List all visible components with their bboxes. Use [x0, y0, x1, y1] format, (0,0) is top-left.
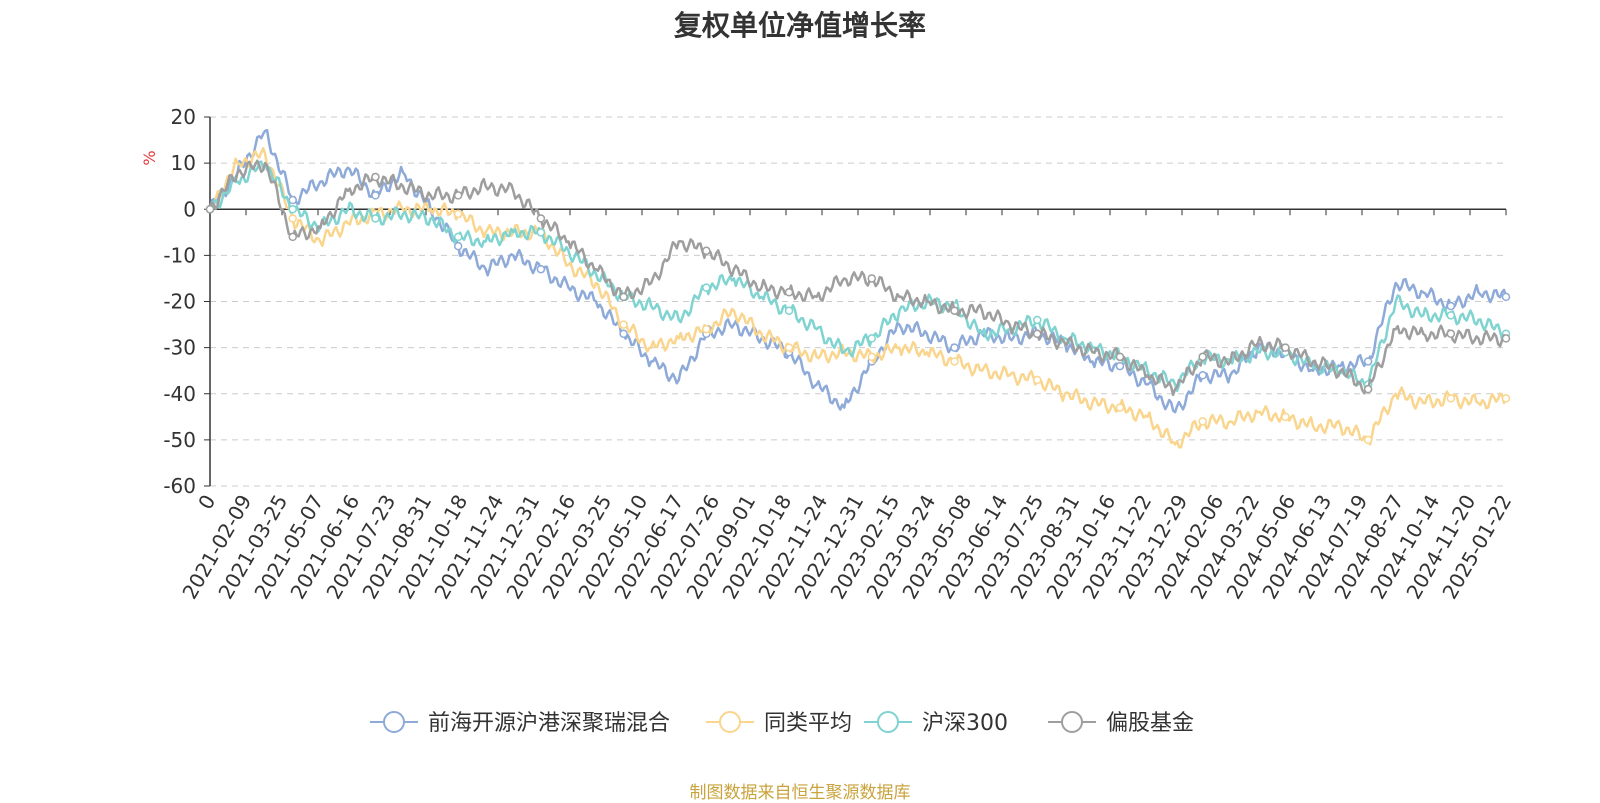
series-point	[1032, 315, 1042, 325]
series-point	[784, 306, 794, 315]
series-line-3	[208, 159, 1508, 397]
series-point	[702, 324, 711, 334]
series-point	[1032, 375, 1042, 385]
y-tick-label: -30	[163, 336, 196, 360]
y-tick-label: -50	[163, 428, 196, 452]
series-point	[453, 241, 463, 251]
series-point	[536, 264, 546, 274]
source-note: 制图数据来自恒生聚源数据库	[689, 783, 911, 803]
series-point	[1501, 394, 1511, 403]
series-point	[1363, 357, 1373, 366]
series-point	[1446, 301, 1456, 311]
legend-label[interactable]: 前海开源沪港深聚瑞混合	[428, 711, 670, 736]
y-tick-label: -20	[163, 290, 196, 314]
series-point	[1501, 334, 1511, 343]
series-point	[453, 232, 463, 242]
legend-label[interactable]: 沪深300	[922, 711, 1008, 736]
legend: 前海开源沪港深聚瑞混合 同类平均 沪深300 偏股基金	[370, 711, 1194, 736]
series-point	[950, 357, 959, 366]
series-point	[1281, 412, 1290, 422]
y-tick-label: 0	[183, 197, 196, 221]
legend-marker	[1061, 711, 1083, 733]
series-point	[619, 329, 628, 339]
series-point	[371, 191, 380, 200]
series-point	[1115, 352, 1125, 362]
series-point	[867, 334, 877, 343]
series-point	[1198, 417, 1207, 426]
chart-title: 复权单位净值增长率	[673, 9, 926, 42]
series-point	[1115, 403, 1125, 412]
y-tick-label: 10	[171, 151, 196, 175]
series-layer	[205, 128, 1511, 449]
series-point	[1446, 329, 1456, 339]
series-point	[1281, 343, 1290, 352]
series-line-1	[208, 147, 1508, 449]
series-point	[1198, 371, 1207, 380]
series-point	[1198, 352, 1207, 362]
series-point	[288, 205, 297, 214]
series-line-0	[208, 128, 1508, 414]
legend-label[interactable]: 偏股基金	[1106, 711, 1194, 736]
series-point	[288, 195, 297, 205]
series-point	[1363, 384, 1373, 394]
legend-marker	[719, 711, 741, 733]
y-tick-label: -10	[163, 243, 196, 267]
legend-label[interactable]: 同类平均	[764, 711, 852, 736]
series-point	[702, 283, 711, 292]
series-point	[1501, 292, 1511, 302]
y-axis-label: %	[140, 150, 159, 165]
series-point	[784, 288, 794, 297]
legend-marker	[383, 711, 405, 733]
series-point	[619, 320, 628, 329]
series-point	[205, 205, 215, 214]
series-point	[536, 228, 546, 237]
series-point	[1032, 329, 1042, 339]
axis-layer: 20100-10-20-30-40-50-60%02021-02-092021-…	[140, 105, 1516, 603]
grid-layer	[210, 116, 1506, 487]
series-point	[950, 306, 959, 315]
x-tick-label: 0	[193, 491, 220, 514]
series-point	[702, 246, 711, 256]
series-point	[950, 343, 959, 352]
series-point	[371, 172, 380, 182]
series-point	[1115, 361, 1125, 371]
series-point	[1446, 394, 1456, 403]
series-point	[619, 292, 628, 302]
series-point	[784, 343, 794, 352]
y-tick-label: -60	[163, 474, 196, 498]
series-point	[371, 214, 380, 223]
series-point	[453, 191, 463, 200]
series-point	[867, 274, 877, 283]
series-point	[867, 352, 877, 362]
series-point	[288, 232, 297, 242]
series-point	[1363, 435, 1373, 445]
series-point	[1446, 311, 1456, 320]
legend-marker	[877, 711, 899, 733]
series-point	[536, 214, 546, 223]
series-point	[453, 209, 463, 219]
y-tick-label: -40	[163, 382, 196, 406]
series-point	[288, 214, 297, 223]
y-tick-label: 20	[171, 105, 196, 129]
